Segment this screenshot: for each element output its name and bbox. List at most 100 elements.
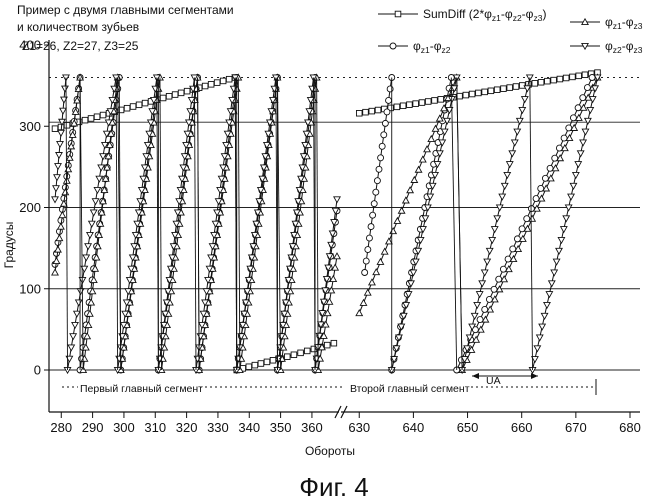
series-line	[391, 77, 452, 371]
data-point	[574, 161, 583, 169]
data-point	[171, 231, 179, 240]
segment2-label: Второй главный сегмент	[350, 383, 470, 395]
data-point	[205, 265, 214, 273]
data-point	[159, 321, 168, 330]
data-point	[102, 130, 111, 138]
data-point	[372, 268, 381, 276]
data-point	[468, 90, 476, 98]
data-point	[544, 77, 551, 85]
data-point	[499, 265, 507, 273]
data-point	[201, 299, 210, 307]
data-point	[495, 204, 504, 212]
data-point	[59, 199, 68, 207]
data-point	[208, 243, 217, 251]
legend-label-part: -	[522, 7, 526, 21]
data-point	[386, 85, 394, 93]
data-point	[485, 295, 493, 303]
y-tick-label: 100	[19, 281, 41, 296]
data-point	[537, 78, 545, 86]
data-point	[427, 134, 436, 142]
x-tick-label: 290	[82, 420, 104, 435]
chart-title: Пример с двумя главными сегментами	[17, 3, 234, 17]
wrap-connector	[450, 77, 458, 371]
data-point	[331, 263, 340, 271]
data-point	[381, 119, 389, 127]
data-point	[583, 117, 592, 125]
data-point	[406, 186, 415, 194]
data-point	[404, 291, 413, 299]
data-point	[106, 108, 115, 116]
data-point	[327, 241, 336, 250]
data-point	[523, 85, 532, 93]
data-point	[162, 299, 171, 307]
data-point	[426, 193, 435, 201]
data-point	[532, 204, 541, 212]
data-point	[297, 175, 305, 183]
data-point	[443, 117, 452, 125]
y-tick-label: 300	[19, 119, 41, 134]
data-point	[372, 188, 380, 196]
data-point	[569, 73, 576, 81]
data-point	[445, 106, 454, 115]
data-point	[91, 198, 100, 206]
data-point	[258, 175, 267, 183]
data-point	[412, 100, 419, 107]
data-point	[362, 108, 369, 116]
data-point	[523, 224, 532, 232]
data-point	[99, 197, 108, 205]
data-point	[581, 42, 589, 51]
x-axis-label: Обороты	[305, 444, 355, 458]
data-point	[531, 80, 539, 87]
ua-label: UA	[486, 375, 501, 387]
wrap-connector	[79, 77, 84, 371]
wrap-connector	[456, 77, 463, 371]
data-point	[87, 298, 96, 306]
x-tick-label: 630	[348, 420, 370, 435]
data-point	[241, 299, 250, 307]
data-point	[510, 139, 519, 147]
legend-label-part: φ	[526, 7, 534, 21]
data-point	[134, 209, 143, 217]
data-point	[247, 254, 256, 262]
wrap-connector	[529, 77, 533, 371]
data-point	[123, 104, 131, 112]
data-point	[253, 209, 262, 217]
data-point	[476, 325, 485, 333]
data-point	[316, 321, 325, 329]
legend-label-part: φ	[626, 39, 634, 53]
legend-label-part: φ	[413, 39, 421, 53]
data-point	[220, 153, 229, 161]
data-point	[390, 356, 399, 364]
legend-label-part: -	[622, 39, 626, 53]
data-point	[171, 91, 179, 98]
data-point	[72, 310, 81, 318]
data-point	[251, 361, 259, 369]
data-point	[54, 163, 62, 171]
data-point	[571, 171, 580, 180]
data-point	[490, 295, 499, 303]
data-point	[226, 108, 235, 116]
series-line	[314, 199, 338, 371]
series-layer	[51, 69, 602, 375]
data-point	[136, 198, 145, 206]
data-point	[409, 269, 418, 277]
data-point	[392, 345, 401, 353]
data-point	[83, 332, 92, 340]
data-point	[493, 215, 502, 223]
data-point	[161, 310, 170, 318]
data-point	[329, 274, 338, 283]
data-point	[581, 128, 590, 136]
data-point	[73, 96, 82, 104]
data-point	[378, 142, 386, 150]
x-tick-label: 660	[511, 420, 533, 435]
data-point	[67, 142, 76, 150]
data-point	[303, 119, 312, 127]
data-point	[468, 323, 477, 331]
data-point	[431, 97, 438, 104]
data-point	[265, 119, 274, 127]
figure-caption: Фиг. 4	[299, 472, 369, 500]
legend-label: SumDiff (2*φz1-φz2-φz3)	[423, 7, 546, 23]
data-point	[207, 81, 215, 88]
data-point	[370, 200, 378, 208]
data-point	[579, 94, 587, 102]
